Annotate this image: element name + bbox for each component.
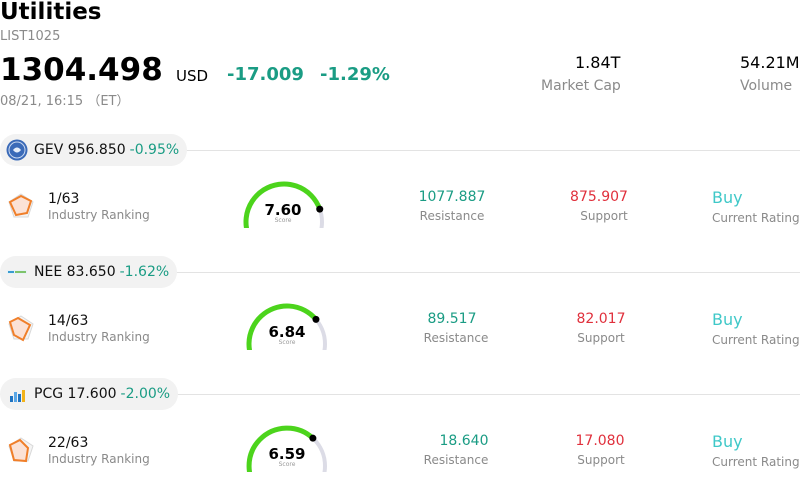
support-value: 82.017 <box>576 311 626 327</box>
stock-change-percent: -0.95% <box>129 142 180 158</box>
resistance-label: Resistance <box>423 331 489 345</box>
stock-symbol: PCG <box>34 386 64 402</box>
stock-price: 17.600 <box>67 386 117 402</box>
resistance-label: Resistance <box>419 209 485 223</box>
resistance-value: 18.640 <box>439 433 489 449</box>
industry-rank-label: Industry Ranking <box>48 208 150 222</box>
stock-chip-pcg[interactable]: PCG 17.600 -2.00% <box>0 378 179 410</box>
resistance-value: 1077.887 <box>418 189 486 205</box>
nee-logo-icon <box>6 261 28 283</box>
score-value: 6.84 <box>268 323 306 341</box>
volume-label: Volume <box>740 78 793 94</box>
score-gauge <box>246 425 327 472</box>
rating-label: Current Rating <box>712 211 800 225</box>
industry-rank: 14/63 <box>48 313 89 329</box>
industry-rank: 1/63 <box>48 191 80 207</box>
support-label: Support <box>580 209 628 223</box>
price-change: -17.009 <box>227 64 304 85</box>
index-price: 1304.498 <box>0 52 163 88</box>
currency-label: USD <box>176 67 209 85</box>
pcg-logo-icon <box>6 383 28 405</box>
stock-price: 956.850 <box>67 142 126 158</box>
section-divider <box>0 394 800 395</box>
stock-change-percent: -1.62% <box>119 264 170 280</box>
score-label: Score <box>274 217 292 224</box>
industry-rank-label: Industry Ranking <box>48 452 150 466</box>
resistance-label: Resistance <box>423 453 489 467</box>
score-gauge <box>243 181 324 228</box>
section-divider <box>0 150 800 151</box>
price-change-percent: -1.29% <box>320 64 390 85</box>
score-value: 6.59 <box>268 445 306 463</box>
stock-change-percent: -2.00% <box>120 386 171 402</box>
section-divider <box>0 272 800 273</box>
index-code: LIST1025 <box>0 29 61 44</box>
market-cap-label: Market Cap <box>541 78 621 94</box>
score-value: 7.60 <box>264 201 302 219</box>
industry-rank: 22/63 <box>48 435 89 451</box>
resistance-value: 89.517 <box>427 311 477 327</box>
stock-chip-gev[interactable]: GEV 956.850 -0.95% <box>0 134 188 166</box>
support-value: 875.907 <box>570 189 628 205</box>
stock-symbol: GEV <box>34 142 64 158</box>
volume-value: 54.21M <box>740 53 800 72</box>
support-label: Support <box>577 453 625 467</box>
stock-chip-nee[interactable]: NEE 83.650 -1.62% <box>0 256 178 288</box>
rating-buy[interactable]: Buy <box>712 432 743 451</box>
radar-chart-icon <box>6 191 36 221</box>
radar-chart-icon <box>6 313 36 343</box>
timestamp: 08/21, 16:15 （ET） <box>0 94 130 109</box>
support-value: 17.080 <box>575 433 625 449</box>
industry-rank-label: Industry Ranking <box>48 330 150 344</box>
support-label: Support <box>577 331 625 345</box>
page-title: Utilities <box>0 0 102 25</box>
ge-logo-icon <box>6 139 28 161</box>
score-label: Score <box>278 461 296 468</box>
score-gauge <box>246 303 327 350</box>
stock-price: 83.650 <box>66 264 116 280</box>
stock-symbol: NEE <box>34 264 63 280</box>
score-label: Score <box>278 339 296 346</box>
rating-label: Current Rating <box>712 455 800 469</box>
rating-buy[interactable]: Buy <box>712 188 743 207</box>
market-cap-value: 1.84T <box>575 53 621 72</box>
rating-label: Current Rating <box>712 333 800 347</box>
radar-chart-icon <box>6 435 36 465</box>
rating-buy[interactable]: Buy <box>712 310 743 329</box>
